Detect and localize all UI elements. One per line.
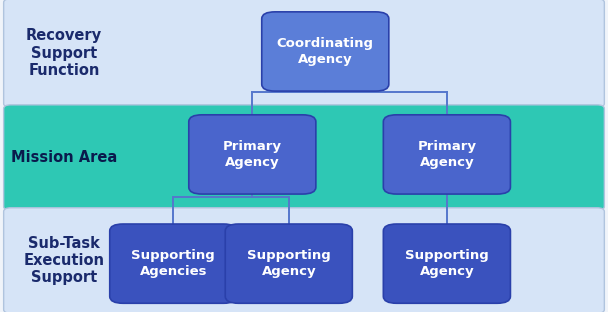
Text: Primary
Agency: Primary Agency (223, 140, 282, 169)
FancyBboxPatch shape (4, 0, 604, 107)
Text: Sub-Task
Execution
Support: Sub-Task Execution Support (23, 236, 105, 285)
FancyBboxPatch shape (383, 224, 510, 303)
FancyBboxPatch shape (4, 105, 604, 210)
FancyBboxPatch shape (188, 115, 316, 194)
Text: Supporting
Agency: Supporting Agency (405, 249, 489, 278)
Text: Mission Area: Mission Area (11, 150, 117, 165)
Text: Coordinating
Agency: Coordinating Agency (277, 37, 374, 66)
FancyBboxPatch shape (261, 12, 389, 91)
Text: Supporting
Agency: Supporting Agency (247, 249, 331, 278)
Text: Recovery
Support
Function: Recovery Support Function (26, 28, 102, 78)
FancyBboxPatch shape (109, 224, 237, 303)
FancyBboxPatch shape (225, 224, 352, 303)
FancyBboxPatch shape (383, 115, 510, 194)
Text: Primary
Agency: Primary Agency (417, 140, 477, 169)
FancyBboxPatch shape (4, 208, 604, 312)
Text: Supporting
Agencies: Supporting Agencies (131, 249, 215, 278)
